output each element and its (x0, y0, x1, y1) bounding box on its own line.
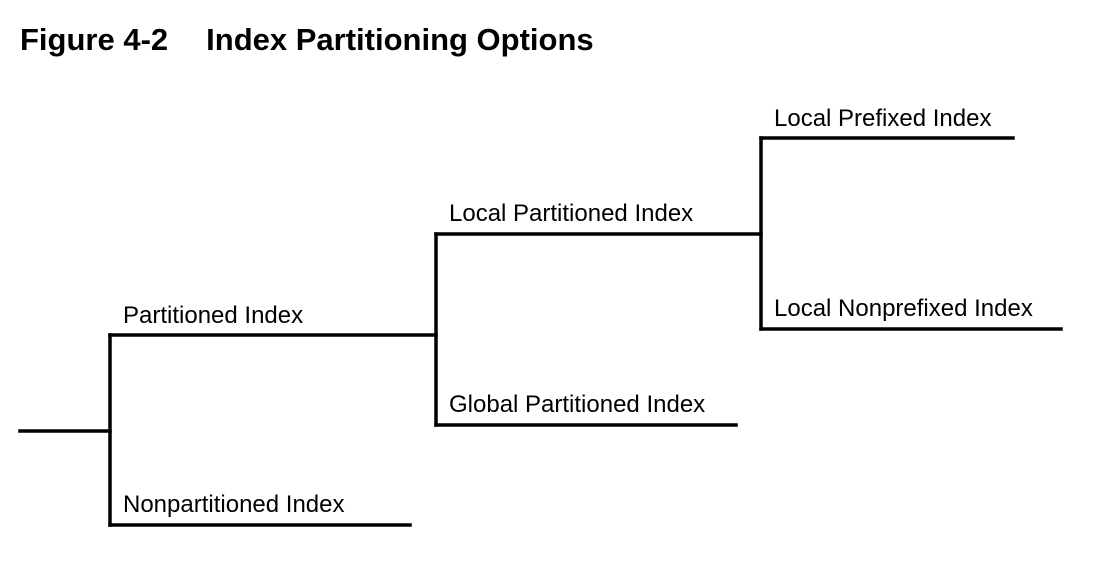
local-prefixed-index-label: Local Prefixed Index (774, 105, 991, 132)
local-partitioned-index-label: Local Partitioned Index (449, 200, 693, 227)
figure-number: Figure 4-2 (20, 22, 169, 57)
nonpartitioned-index-label: Nonpartitioned Index (123, 491, 344, 518)
figure-title: Figure 4-2 Index Partitioning Options (20, 20, 594, 60)
figure-caption: Index Partitioning Options (206, 22, 594, 57)
global-partitioned-index-label: Global Partitioned Index (449, 391, 705, 418)
local-nonprefixed-index-label: Local Nonprefixed Index (774, 295, 1033, 322)
partitioned-index-label: Partitioned Index (123, 302, 303, 329)
